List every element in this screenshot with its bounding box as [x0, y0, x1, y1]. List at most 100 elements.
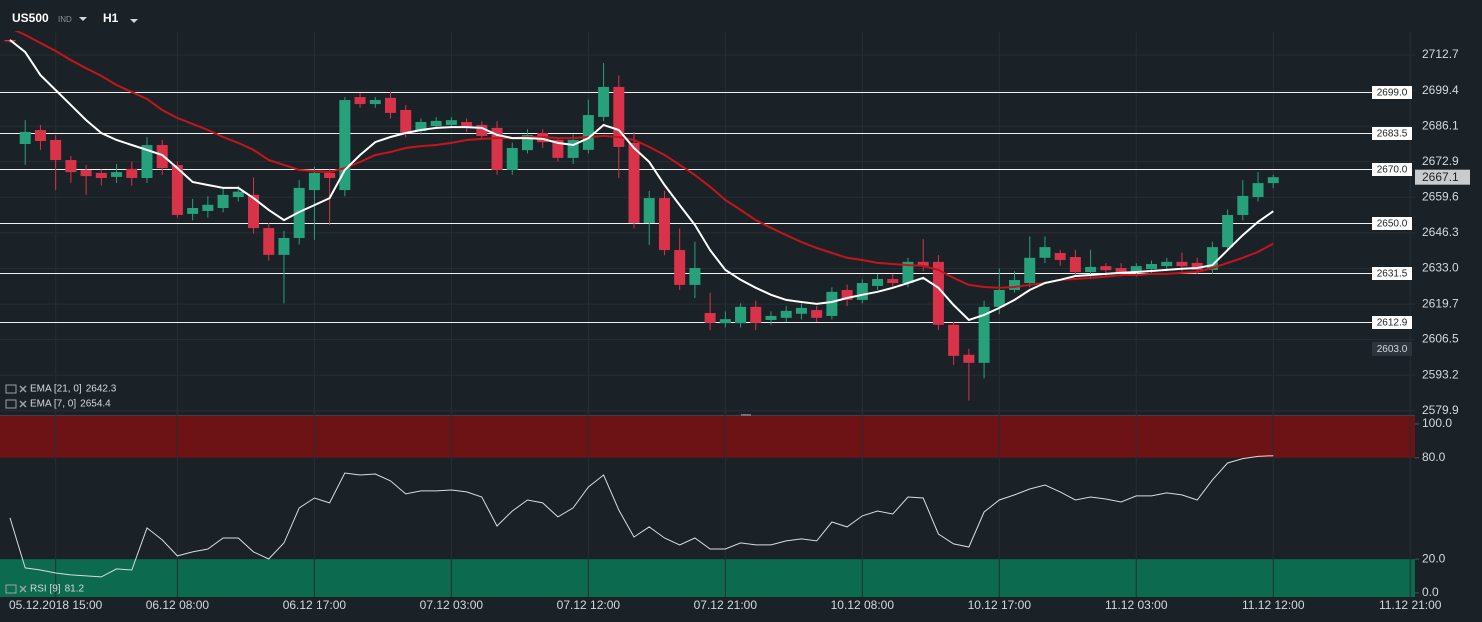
- candle-body: [111, 172, 123, 177]
- indicator-line: [9, 39, 1274, 322]
- x-tick-label: 10.12 17:00: [968, 598, 1032, 612]
- candle-body: [1115, 268, 1127, 273]
- level-label: 2683.5: [1377, 129, 1408, 140]
- legend-name: EMA [21, 0]: [30, 384, 82, 395]
- legend-icon: [5, 384, 17, 394]
- top-mask: [0, 0, 1415, 31]
- y-tick-label: 2672.9: [1422, 154, 1459, 168]
- candle-body: [1206, 247, 1218, 270]
- candle-body: [278, 238, 290, 255]
- legend-value: 2654.4: [80, 399, 111, 410]
- candle-body: [1237, 195, 1249, 215]
- legend-remove[interactable]: [19, 400, 27, 408]
- legend-name: RSI [9]: [30, 584, 61, 595]
- legend-remove[interactable]: [19, 585, 27, 593]
- symbol-dropdown[interactable]: [79, 17, 87, 21]
- last-price-label: 2667.1: [1422, 170, 1459, 184]
- candle-body: [674, 250, 686, 285]
- level-label-box: [1372, 316, 1412, 329]
- x-tick-label: 07.12 03:00: [420, 598, 484, 612]
- candle-body: [141, 145, 153, 178]
- legend-value: 81.2: [65, 584, 85, 595]
- x-tick-label: 11.12 21:00: [1379, 598, 1442, 612]
- candle-body: [248, 194, 260, 229]
- candle-body: [613, 86, 625, 147]
- level-label-box: [1372, 127, 1412, 140]
- candle-body: [704, 313, 716, 323]
- level-label: 2612.9: [1377, 318, 1408, 329]
- indicator-line: [9, 455, 1274, 578]
- level-label: 2631.5: [1377, 269, 1408, 280]
- candle-body: [232, 191, 244, 198]
- candle-body: [217, 194, 229, 208]
- y-tick-label: 2712.7: [1422, 47, 1459, 61]
- candle-body: [400, 109, 412, 133]
- panel-handle: [741, 414, 751, 416]
- candle-body: [1267, 177, 1279, 184]
- legend-icon: [5, 399, 17, 409]
- candle-body: [506, 147, 518, 170]
- candle-body: [719, 319, 731, 324]
- y-tick-label: 2579.9: [1422, 403, 1459, 417]
- y-tick-label: 2659.6: [1422, 189, 1459, 203]
- overbought-zone: [0, 416, 1415, 458]
- candle-body: [34, 130, 46, 142]
- candle-body: [1009, 280, 1021, 290]
- candle-body: [1161, 261, 1173, 267]
- x-tick-label: 05.12.2018 15:00: [9, 598, 103, 612]
- candle-body: [385, 97, 396, 113]
- candle-body: [643, 198, 655, 223]
- legend-name: EMA [7, 0]: [30, 399, 76, 410]
- candle-body: [887, 278, 899, 284]
- level-label: 2650.0: [1377, 219, 1408, 230]
- level-label-box: [1372, 217, 1412, 230]
- oversold-zone: [0, 559, 1415, 597]
- candle-body: [445, 120, 457, 125]
- candle-body: [1222, 214, 1234, 248]
- candle-body: [658, 198, 670, 251]
- candle-body: [1054, 253, 1066, 260]
- crosshair-label: 2603.0: [1377, 344, 1408, 355]
- candle-body: [1252, 183, 1264, 198]
- plot-layer: 05.12.2018 15:00 06.12 08:00 06.12 17:00 07…: [0, 0, 1460, 613]
- candle-body: [461, 122, 473, 128]
- y-tick-label: 20.0: [1422, 551, 1446, 565]
- candle-body: [765, 315, 777, 320]
- legend-icon: [5, 584, 17, 594]
- instrument-type: IND: [58, 15, 72, 24]
- x-tick-label: 11.12 12:00: [1242, 598, 1305, 612]
- candle-body: [567, 139, 579, 158]
- y-tick-label: 2619.7: [1422, 296, 1459, 310]
- candle-body: [19, 131, 31, 144]
- timeframe[interactable]: H1: [103, 11, 119, 25]
- candle-body: [872, 278, 884, 286]
- candle-body: [95, 172, 107, 178]
- candle-body: [978, 306, 990, 363]
- y-tick-label: 0.0: [1422, 585, 1439, 599]
- timeframe-dropdown[interactable]: [130, 19, 138, 23]
- legend-remove[interactable]: [19, 385, 27, 393]
- y-tick-label: 2646.3: [1422, 225, 1459, 239]
- candle-body: [826, 291, 838, 316]
- candle-body: [1039, 247, 1051, 258]
- candle-body: [993, 289, 1005, 307]
- crosshair-label-box: [1372, 341, 1412, 356]
- candle-body: [126, 168, 138, 178]
- y-tick-label: 2699.4: [1422, 83, 1459, 97]
- candle-body: [1085, 266, 1097, 273]
- candle-body: [689, 268, 701, 285]
- candle-body: [902, 261, 914, 284]
- candle-body: [780, 310, 792, 318]
- symbol[interactable]: US500: [12, 11, 49, 25]
- y-tick-label: 2606.5: [1422, 332, 1459, 346]
- x-tick-label: 07.12 12:00: [557, 598, 621, 612]
- candle-body: [750, 306, 762, 323]
- candle-body: [917, 261, 929, 266]
- y-tick-label: 80.0: [1422, 450, 1446, 464]
- candle-body: [65, 160, 77, 173]
- level-label-box: [1372, 163, 1412, 176]
- candle-body: [1130, 266, 1142, 272]
- candle-body: [324, 172, 336, 178]
- y-tick-label: 2593.2: [1422, 367, 1459, 381]
